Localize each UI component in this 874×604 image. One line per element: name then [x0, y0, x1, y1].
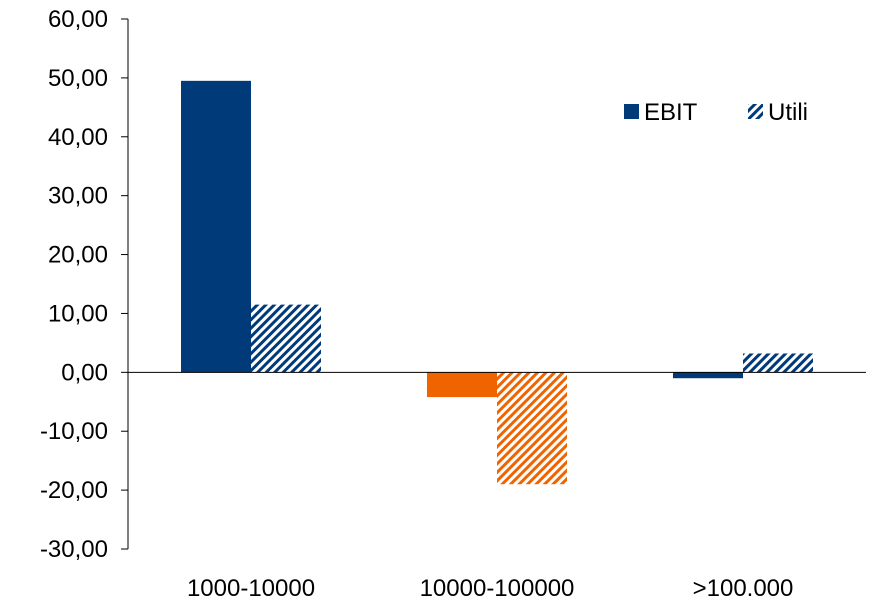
y-tick-label: -20,00	[40, 477, 108, 504]
y-tick-label: 50,00	[48, 65, 108, 92]
bars-group	[181, 80, 813, 485]
legend: EBIT Utili	[624, 99, 808, 126]
category-label: 1000-10000	[187, 575, 315, 602]
category-label: 10000-100000	[420, 575, 575, 602]
bar-ebit-2	[427, 372, 497, 398]
y-tick-label: 20,00	[48, 242, 108, 269]
y-tick-label: -30,00	[40, 536, 108, 563]
legend-swatch	[624, 104, 639, 119]
legend-item-ebit: EBIT	[624, 99, 698, 126]
legend-item-utili: Utili	[748, 99, 808, 126]
legend-swatch	[748, 104, 763, 119]
bar-utili-3	[743, 353, 813, 373]
y-tick-label: 10,00	[48, 300, 108, 327]
y-tick-label: 30,00	[48, 183, 108, 210]
legend-label: Utili	[768, 99, 808, 126]
y-tick-label: 60,00	[48, 6, 108, 33]
legend-label: EBIT	[644, 99, 698, 126]
x-axis: 1000-10000 10000-100000 >100.000	[128, 371, 866, 602]
bar-utili-2	[497, 372, 567, 485]
y-tick-label: -10,00	[40, 418, 108, 445]
category-label: >100.000	[693, 575, 794, 602]
bar-utili-1	[251, 304, 321, 373]
y-axis: 60,00 50,00 40,00 30,00 20,00 10,00 0,00 -10,00…	[40, 6, 129, 563]
bar-ebit-1	[181, 80, 251, 373]
bar-ebit-3	[673, 372, 743, 379]
y-tick-label: 0,00	[61, 359, 108, 386]
y-tick-label: 40,00	[48, 124, 108, 151]
